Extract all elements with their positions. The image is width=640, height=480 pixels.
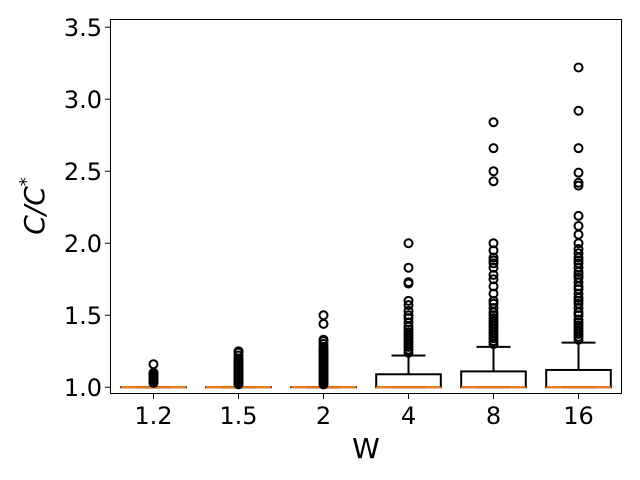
outlier-point <box>488 117 499 128</box>
y-tick-label: 2.5 <box>64 158 102 186</box>
outlier-point <box>233 346 244 357</box>
box-group <box>545 62 612 389</box>
y-tick-label: 1.0 <box>64 374 102 402</box>
x-tick-label: 8 <box>486 402 501 430</box>
outlier-point <box>573 167 584 178</box>
plot-frame <box>110 19 622 394</box>
outlier-point <box>488 176 499 187</box>
outlier-point <box>318 334 329 345</box>
y-tick-label: 3.5 <box>64 14 102 42</box>
x-axis-label: W <box>352 432 380 465</box>
outlier-point <box>488 274 499 285</box>
y-axis: 1.0 1.5 2.0 2.5 3.0 3.5 <box>64 14 111 402</box>
outlier-point <box>403 305 414 316</box>
box-group <box>290 310 357 390</box>
outlier-point <box>318 310 329 321</box>
y-tick-label: 3.0 <box>64 86 102 114</box>
outlier-point <box>403 300 414 311</box>
outlier-point <box>403 310 414 321</box>
outlier-point <box>403 262 414 273</box>
y-tick-label: 1.5 <box>64 302 102 330</box>
outlier-point <box>573 220 584 231</box>
box-group <box>460 117 527 389</box>
x-tick-label: 4 <box>401 402 416 430</box>
outlier-point <box>403 238 414 249</box>
y-axis-label-sup: * <box>16 177 37 186</box>
outlier-point <box>573 238 584 249</box>
outlier-point <box>488 238 499 249</box>
outlier-point <box>318 318 329 329</box>
iqr-box <box>375 373 442 389</box>
outlier-point <box>573 248 584 259</box>
iqr-box <box>545 368 612 389</box>
outlier-point <box>573 105 584 116</box>
box-group <box>120 359 187 389</box>
outlier-point <box>573 143 584 154</box>
x-tick-label: 2 <box>316 402 331 430</box>
box-group <box>375 238 442 389</box>
outlier-point <box>573 62 584 73</box>
outlier-point <box>488 143 499 154</box>
x-tick-label: 16 <box>563 402 594 430</box>
y-tick-label: 2.0 <box>64 230 102 258</box>
outlier-point <box>403 277 414 288</box>
outlier-point <box>573 243 584 254</box>
outlier-point <box>403 295 414 306</box>
x-tick-label: 1.2 <box>134 402 172 430</box>
y-axis-label-main: C/C <box>18 186 51 235</box>
outlier-point <box>573 177 584 188</box>
outlier-point <box>148 359 159 370</box>
box-group <box>205 346 272 390</box>
outlier-point <box>573 229 584 240</box>
boxes-layer <box>120 62 612 390</box>
outlier-point <box>488 166 499 177</box>
iqr-box <box>460 370 527 389</box>
y-axis-label: C/C* <box>16 177 51 235</box>
x-axis: 1.2 1.5 2 4 8 16 <box>134 393 594 430</box>
outlier-point <box>573 210 584 221</box>
x-tick-label: 1.5 <box>219 402 257 430</box>
